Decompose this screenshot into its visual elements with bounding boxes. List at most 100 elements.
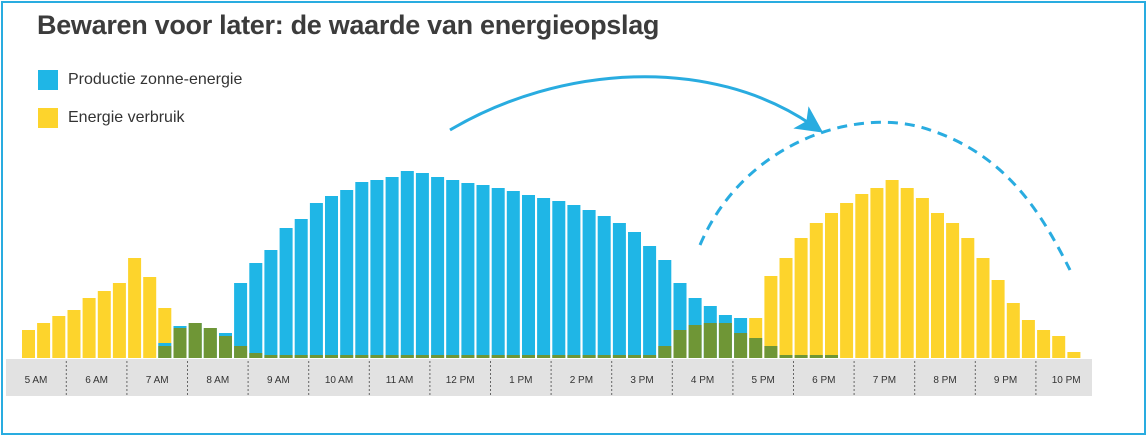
overlap-bar: [294, 355, 308, 358]
consumption-bar: [1052, 336, 1066, 358]
overlap-bar: [506, 355, 520, 358]
legend-swatch-production: [38, 70, 58, 90]
consumption-bar: [52, 316, 66, 358]
overlap-bar: [158, 346, 172, 358]
overlap-bar: [491, 355, 505, 358]
x-tick-label: 9 PM: [994, 375, 1017, 386]
time-axis-band: [6, 359, 1092, 396]
x-tick-label: 5 PM: [752, 375, 775, 386]
consumption-bar: [1067, 352, 1081, 358]
production-bar: [597, 216, 611, 358]
stored-energy-curve: [698, 120, 1072, 271]
production-bar: [370, 180, 384, 358]
x-tick-label: 11 AM: [386, 375, 414, 386]
overlap-bar: [355, 355, 369, 358]
overlap-bar: [340, 355, 354, 358]
overlap-bar: [597, 355, 611, 358]
legend-item-production: Productie zonne-energie: [38, 69, 242, 91]
legend-label-production: Productie zonne-energie: [68, 71, 243, 88]
overlap-bar: [264, 355, 278, 358]
consumption-bar: [809, 223, 823, 358]
overlap-bar: [279, 355, 293, 358]
production-bar: [506, 191, 520, 358]
consumption-bar: [976, 258, 990, 358]
overlap-bar: [537, 355, 551, 358]
overlap-bar: [309, 355, 323, 358]
overlap-bar: [567, 355, 581, 358]
consumption-bar: [1006, 303, 1020, 358]
consumption-bar: [128, 258, 142, 358]
consumption-bar: [840, 203, 854, 358]
x-tick-label: 7 AM: [146, 375, 169, 386]
production-bar: [279, 228, 293, 358]
production-bar: [400, 171, 414, 358]
overlap-bar: [612, 355, 626, 358]
production-bar: [294, 219, 308, 358]
x-tick-label: 3 PM: [630, 375, 653, 386]
overlap-bar: [385, 355, 399, 358]
production-bar: [476, 185, 490, 358]
consumption-bar: [900, 188, 914, 358]
overlap-bar: [522, 355, 535, 358]
production-bar: [612, 223, 626, 358]
consumption-bar: [870, 188, 884, 358]
consumption-bar: [764, 276, 778, 358]
overlap-bar: [749, 338, 763, 358]
chart-title: Bewaren voor later: de waarde van energi…: [37, 10, 660, 40]
bar-series: [22, 171, 1081, 358]
storage-arrow: [449, 75, 824, 133]
consumption-bar: [825, 213, 838, 358]
legend-swatch-consumption: [38, 108, 58, 128]
consumption-bar: [67, 310, 81, 358]
overlap-bar: [779, 355, 793, 358]
production-bar: [249, 263, 263, 358]
production-bar: [446, 180, 460, 358]
consumption-bar: [991, 280, 1005, 358]
legend-label-consumption: Energie verbruik: [68, 109, 185, 126]
overlap-bar: [219, 336, 232, 358]
production-bar: [431, 177, 445, 358]
overlap-bar: [825, 355, 838, 358]
consumption-bar: [961, 238, 975, 358]
overlap-bar: [461, 355, 475, 358]
production-bar: [309, 203, 323, 358]
production-bar: [461, 183, 475, 358]
consumption-bar: [37, 323, 51, 358]
overlap-bar: [734, 333, 748, 358]
x-tick-label: 7 PM: [873, 375, 896, 386]
consumption-bar: [82, 298, 96, 358]
consumption-bar: [794, 238, 808, 358]
x-tick-label: 8 PM: [933, 375, 956, 386]
consumption-bar: [915, 198, 929, 358]
x-tick-label: 2 PM: [570, 375, 593, 386]
production-bar: [537, 198, 551, 358]
overlap-bar: [764, 346, 778, 358]
overlap-bar: [582, 355, 596, 358]
overlap-bar: [703, 323, 717, 358]
production-bar: [643, 246, 657, 358]
overlap-bar: [446, 355, 460, 358]
overlap-bar: [173, 328, 187, 358]
consumption-bar: [885, 180, 899, 358]
overlap-bar: [325, 355, 338, 358]
consumption-bar: [143, 277, 157, 358]
consumption-bar: [946, 223, 960, 358]
production-bar: [340, 190, 354, 358]
consumption-bar: [97, 291, 111, 358]
consumption-bar: [112, 283, 126, 358]
time-axis: 5 AM 6 AM 7 AM 8 AM 9 AM 10 AM 11 AM 12 PM 1 PM 2…: [25, 361, 1081, 395]
production-bar: [234, 283, 248, 358]
overlap-bar: [643, 355, 657, 358]
production-bar: [264, 250, 278, 358]
overlap-bar: [249, 353, 263, 358]
overlap-bar: [688, 325, 702, 358]
production-bar: [567, 205, 581, 358]
consumption-bar: [1021, 320, 1035, 358]
overlap-bar: [234, 346, 248, 358]
production-bar: [415, 173, 429, 358]
overlap-bar: [188, 323, 202, 358]
consumption-bar: [855, 194, 869, 358]
legend-item-consumption: Energie verbruik: [38, 107, 185, 129]
x-tick-label: 9 AM: [267, 375, 290, 386]
